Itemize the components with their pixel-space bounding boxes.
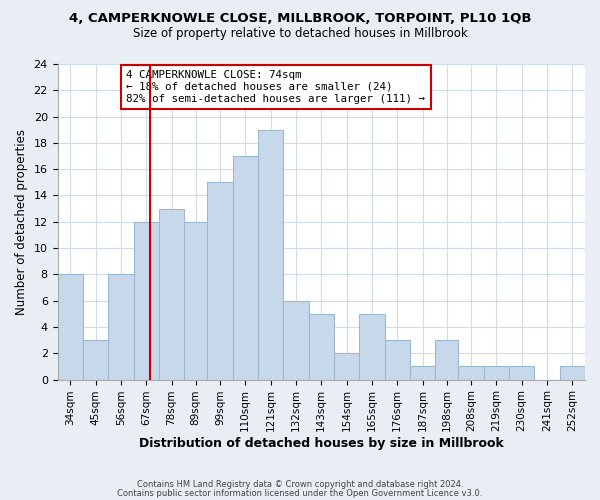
Bar xyxy=(233,156,258,380)
Bar xyxy=(334,354,359,380)
Bar xyxy=(410,366,435,380)
Text: Contains HM Land Registry data © Crown copyright and database right 2024.: Contains HM Land Registry data © Crown c… xyxy=(137,480,463,489)
Bar xyxy=(484,366,509,380)
Bar xyxy=(385,340,410,380)
Bar xyxy=(308,314,334,380)
Bar xyxy=(134,222,159,380)
Y-axis label: Number of detached properties: Number of detached properties xyxy=(15,129,28,315)
Text: 4, CAMPERKNOWLE CLOSE, MILLBROOK, TORPOINT, PL10 1QB: 4, CAMPERKNOWLE CLOSE, MILLBROOK, TORPOI… xyxy=(69,12,531,26)
Bar xyxy=(258,130,283,380)
Bar xyxy=(435,340,458,380)
Bar xyxy=(159,208,184,380)
Bar xyxy=(58,274,83,380)
Text: Contains public sector information licensed under the Open Government Licence v3: Contains public sector information licen… xyxy=(118,488,482,498)
Bar xyxy=(108,274,134,380)
Bar xyxy=(83,340,108,380)
Bar xyxy=(283,300,308,380)
Bar xyxy=(458,366,484,380)
Text: 4 CAMPERKNOWLE CLOSE: 74sqm
← 18% of detached houses are smaller (24)
82% of sem: 4 CAMPERKNOWLE CLOSE: 74sqm ← 18% of det… xyxy=(126,70,425,104)
Bar xyxy=(184,222,207,380)
Bar xyxy=(560,366,585,380)
X-axis label: Distribution of detached houses by size in Millbrook: Distribution of detached houses by size … xyxy=(139,437,503,450)
Bar xyxy=(359,314,385,380)
Bar xyxy=(509,366,535,380)
Text: Size of property relative to detached houses in Millbrook: Size of property relative to detached ho… xyxy=(133,28,467,40)
Bar xyxy=(207,182,233,380)
